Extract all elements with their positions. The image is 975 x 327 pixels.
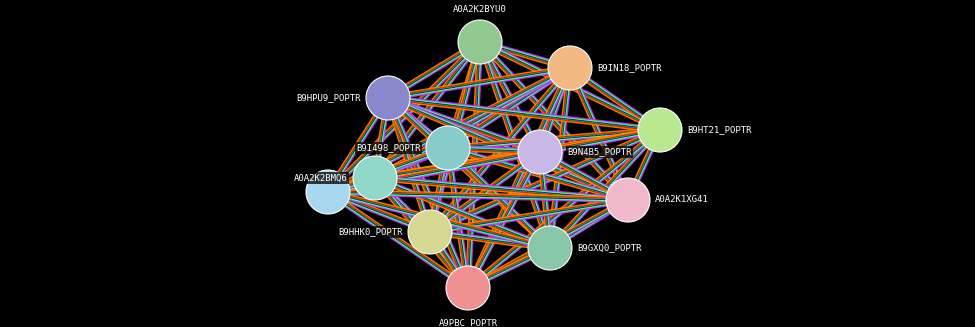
Text: B9HHK0_POPTR: B9HHK0_POPTR (338, 228, 403, 236)
Circle shape (446, 266, 490, 310)
Text: A0A2K2BYU0: A0A2K2BYU0 (453, 5, 507, 14)
Text: A0A2K2BMQ6: A0A2K2BMQ6 (294, 174, 348, 182)
Circle shape (353, 156, 397, 200)
Circle shape (518, 130, 562, 174)
Circle shape (606, 178, 650, 222)
Circle shape (548, 46, 592, 90)
Text: B9HT21_POPTR: B9HT21_POPTR (687, 126, 752, 134)
Circle shape (458, 20, 502, 64)
Circle shape (426, 126, 470, 170)
Circle shape (306, 170, 350, 214)
Circle shape (638, 108, 682, 152)
Text: B9GXQ0_POPTR: B9GXQ0_POPTR (577, 244, 642, 252)
Text: B9I498_POPTR: B9I498_POPTR (357, 144, 421, 152)
Text: B9HPU9_POPTR: B9HPU9_POPTR (296, 94, 361, 102)
Text: A9PBC_POPTR: A9PBC_POPTR (439, 318, 497, 327)
Text: A0A2K1XG41: A0A2K1XG41 (655, 196, 709, 204)
Circle shape (408, 210, 452, 254)
Circle shape (366, 76, 410, 120)
Text: B9N4B5_POPTR: B9N4B5_POPTR (567, 147, 632, 157)
Circle shape (528, 226, 572, 270)
Text: B9IN18_POPTR: B9IN18_POPTR (597, 63, 661, 73)
